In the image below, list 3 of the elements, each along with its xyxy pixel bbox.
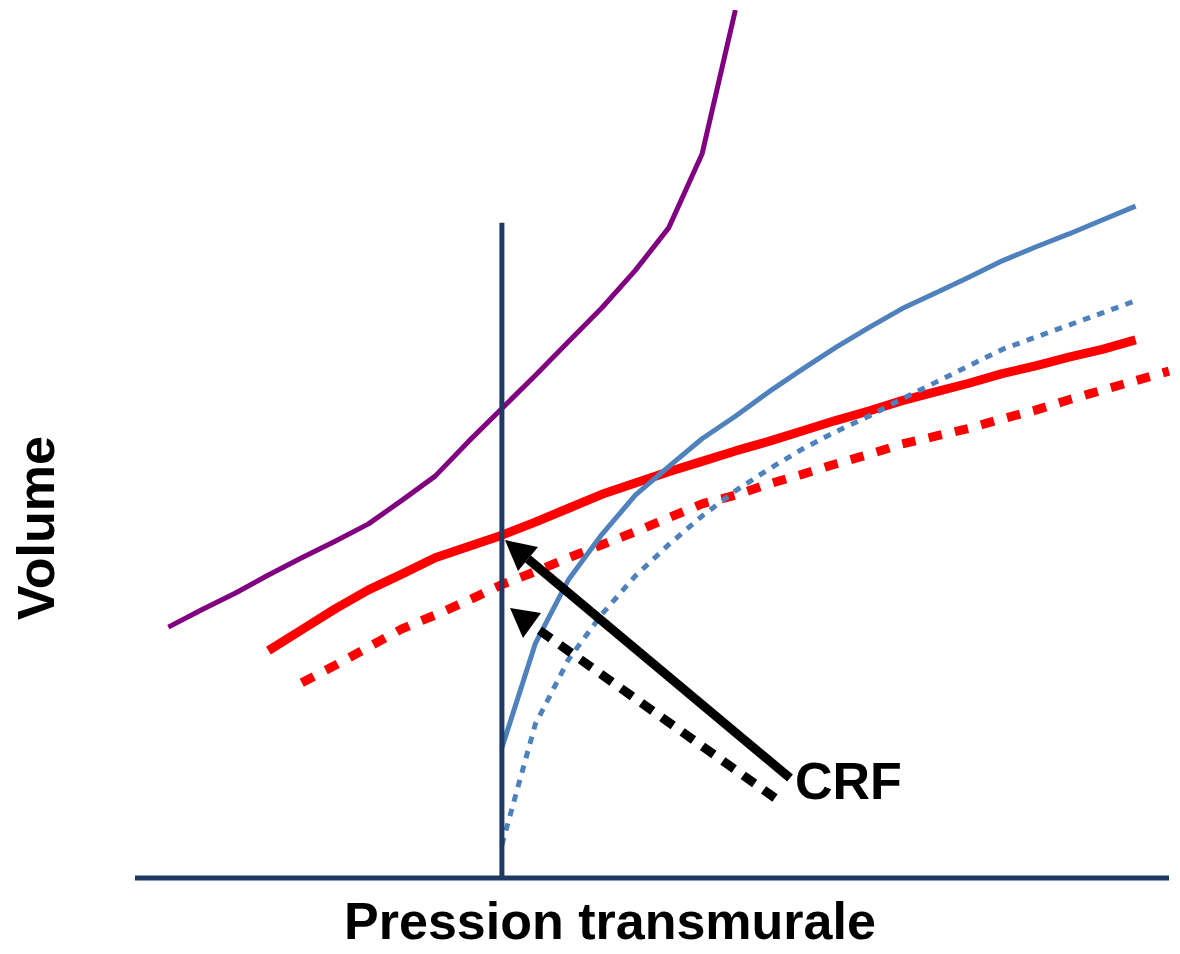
annotation: CRF [795, 752, 902, 811]
y-axis-title: Volume [7, 436, 66, 620]
x-axis-title: Pression transmurale [344, 892, 876, 951]
